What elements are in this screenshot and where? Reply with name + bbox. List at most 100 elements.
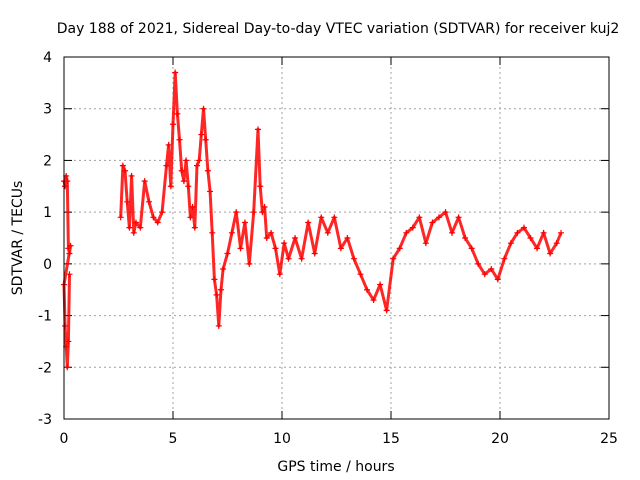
data-point <box>429 219 436 226</box>
data-point <box>357 271 364 278</box>
grid-lines <box>64 57 609 419</box>
data-point <box>132 219 139 226</box>
data-point <box>396 245 403 252</box>
y-tick-label: 4 <box>43 50 52 66</box>
data-point <box>298 255 305 262</box>
data-point <box>64 178 71 185</box>
data-point <box>501 255 508 262</box>
data-point <box>209 229 216 236</box>
data-point <box>255 126 262 133</box>
data-point <box>481 271 488 278</box>
data-point <box>204 167 211 174</box>
data-point <box>233 209 240 216</box>
y-tick-label: 2 <box>43 153 52 169</box>
data-point <box>122 167 129 174</box>
x-axis-label: GPS time / hours <box>277 459 394 475</box>
data-points <box>61 69 565 371</box>
data-point <box>189 203 196 210</box>
data-point <box>200 105 207 112</box>
data-point <box>337 245 344 252</box>
y-tick-label: 1 <box>43 205 52 221</box>
data-point <box>66 250 73 257</box>
data-point <box>318 214 325 221</box>
data-point <box>507 240 514 247</box>
data-point <box>130 229 137 236</box>
data-point <box>154 219 161 226</box>
data-point <box>196 157 203 164</box>
data-point <box>494 276 501 283</box>
data-point <box>390 255 397 262</box>
data-point <box>126 224 133 231</box>
data-point <box>364 286 371 293</box>
data-point <box>117 214 124 221</box>
data-point <box>259 209 266 216</box>
x-tick-label: 10 <box>273 431 291 447</box>
data-point <box>185 183 192 190</box>
data-point <box>422 240 429 247</box>
data-point <box>261 203 268 210</box>
x-tick-label: 20 <box>491 431 509 447</box>
data-point <box>167 183 174 190</box>
data-point <box>207 188 214 195</box>
axis-ticks: -3 -2 -1 0 1 2 3 4 0 5 10 15 20 25 <box>38 50 618 447</box>
data-point <box>370 297 377 304</box>
y-tick-label: -2 <box>38 360 52 376</box>
data-point <box>281 240 288 247</box>
data-point <box>285 255 292 262</box>
data-point <box>170 121 176 128</box>
data-point <box>455 214 462 221</box>
data-point <box>514 229 521 236</box>
data-point <box>62 322 69 329</box>
data-point <box>163 162 170 169</box>
data-point <box>276 271 283 278</box>
data-point <box>263 235 270 241</box>
data-point <box>558 229 565 236</box>
data-point <box>409 224 416 231</box>
data-point <box>416 214 423 221</box>
data-point <box>272 245 279 252</box>
data-point <box>403 229 410 236</box>
data-point <box>246 260 253 267</box>
data-point <box>213 291 220 298</box>
data-point <box>344 235 351 241</box>
data-point <box>193 162 200 169</box>
data-point <box>178 167 185 174</box>
data-point <box>468 245 475 252</box>
data-point <box>292 235 299 241</box>
data-point <box>268 229 275 236</box>
plot-frame <box>63 56 610 420</box>
data-point <box>62 183 69 190</box>
data-point <box>146 198 153 205</box>
data-point <box>180 178 187 185</box>
data-point <box>488 266 495 273</box>
data-point <box>540 229 547 236</box>
data-point <box>311 250 318 257</box>
data-point <box>66 271 73 278</box>
y-tick-label: -3 <box>38 412 52 428</box>
data-point <box>257 183 264 190</box>
data-point <box>220 266 227 273</box>
y-axis-label: SDTVAR / TECUs <box>10 181 26 296</box>
data-point <box>553 240 560 247</box>
data-point <box>237 245 244 252</box>
data-point <box>137 224 144 231</box>
data-point <box>187 214 194 221</box>
data-point <box>124 198 131 205</box>
data-point <box>534 245 541 252</box>
y-tick-label: 0 <box>43 257 52 273</box>
x-tick-label: 0 <box>60 431 69 447</box>
data-point <box>331 214 338 221</box>
data-point <box>324 229 331 236</box>
data-point <box>172 69 179 76</box>
x-tick-label: 25 <box>600 431 618 447</box>
data-point <box>65 338 72 345</box>
data-point <box>64 364 71 371</box>
data-point <box>475 260 482 267</box>
x-tick-label: 5 <box>169 431 178 447</box>
data-point <box>215 322 222 329</box>
data-point <box>128 172 135 179</box>
data-point <box>159 209 166 216</box>
data-point <box>217 286 224 293</box>
data-point <box>67 242 74 249</box>
